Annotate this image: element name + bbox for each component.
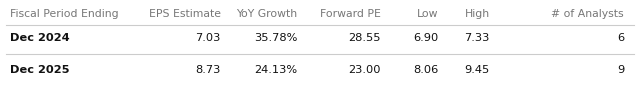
Text: # of Analysts: # of Analysts [552, 9, 624, 19]
Text: 24.13%: 24.13% [255, 65, 298, 75]
Text: Dec 2024: Dec 2024 [10, 33, 69, 43]
Text: 7.33: 7.33 [464, 33, 490, 43]
Text: YoY Growth: YoY Growth [236, 9, 298, 19]
Text: 6.90: 6.90 [413, 33, 438, 43]
Text: Fiscal Period Ending: Fiscal Period Ending [10, 9, 118, 19]
Text: 23.00: 23.00 [348, 65, 381, 75]
Text: 7.03: 7.03 [195, 33, 221, 43]
Text: 8.73: 8.73 [195, 65, 221, 75]
Text: Forward PE: Forward PE [320, 9, 381, 19]
Text: 6: 6 [617, 33, 624, 43]
Text: EPS Estimate: EPS Estimate [148, 9, 221, 19]
Text: 9.45: 9.45 [465, 65, 490, 75]
Text: Low: Low [417, 9, 438, 19]
Text: 9: 9 [617, 65, 624, 75]
Text: 8.06: 8.06 [413, 65, 438, 75]
Text: Dec 2025: Dec 2025 [10, 65, 69, 75]
Text: 35.78%: 35.78% [254, 33, 298, 43]
Text: 28.55: 28.55 [348, 33, 381, 43]
Text: High: High [465, 9, 490, 19]
